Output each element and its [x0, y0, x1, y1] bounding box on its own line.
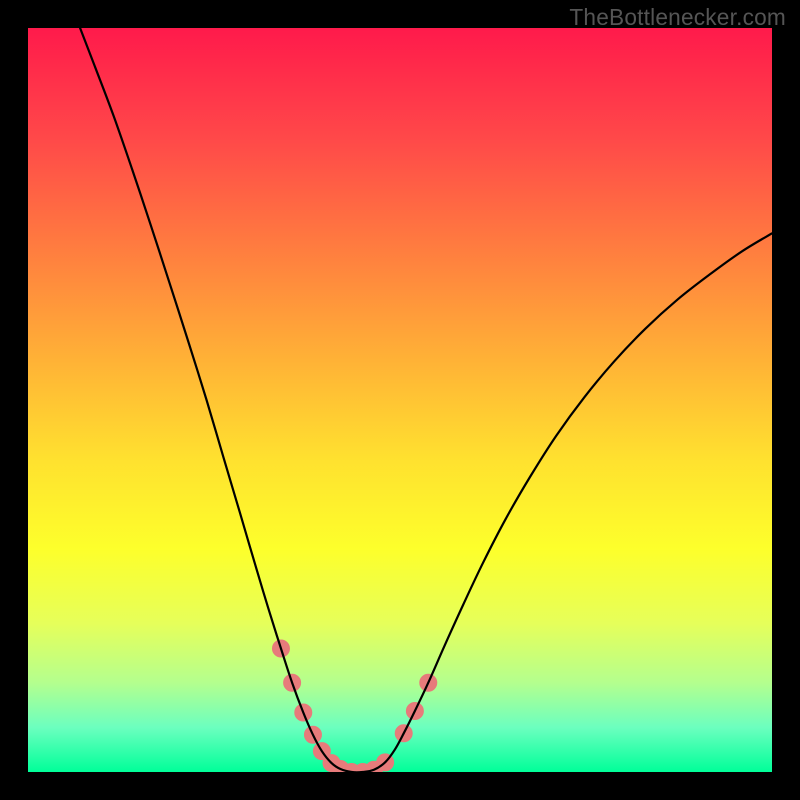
outer-frame: TheBottlenecker.com — [0, 0, 800, 800]
chart-background — [28, 28, 772, 772]
chart-plot-area — [28, 28, 772, 772]
chart-svg — [28, 28, 772, 772]
watermark-text: TheBottlenecker.com — [569, 4, 786, 31]
